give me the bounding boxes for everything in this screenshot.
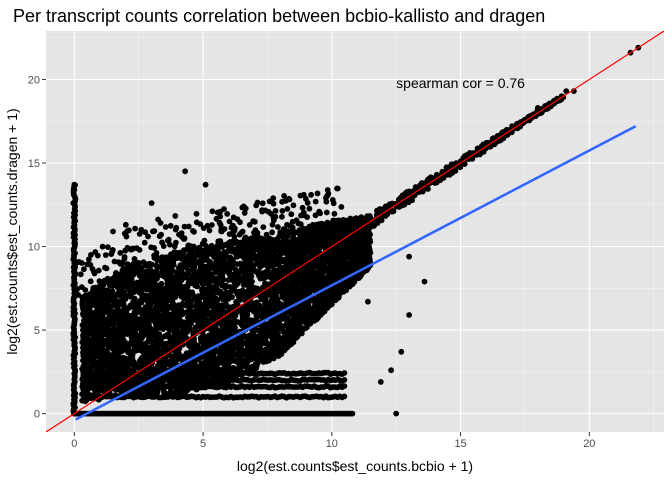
data-point (349, 410, 356, 417)
data-point (198, 324, 204, 331)
data-point (111, 366, 118, 373)
data-point (152, 319, 159, 326)
data-point (236, 293, 242, 299)
data-point (202, 359, 209, 365)
data-point (308, 307, 314, 313)
data-point (283, 244, 290, 251)
data-point (341, 377, 348, 383)
data-point (147, 330, 154, 337)
data-point (149, 283, 155, 290)
data-point (310, 234, 316, 241)
data-point (298, 317, 305, 324)
data-point (153, 304, 159, 311)
data-point (183, 350, 190, 357)
data-point (91, 383, 98, 390)
data-point (255, 260, 261, 267)
data-point (170, 274, 177, 281)
data-point (233, 253, 240, 260)
data-point (183, 274, 189, 281)
data-point (212, 269, 219, 276)
data-point (169, 324, 176, 331)
data-point (341, 383, 348, 389)
chart-title: Per transcript counts correlation betwee… (13, 6, 546, 26)
data-point (158, 334, 164, 341)
data-point (211, 294, 218, 301)
data-point (110, 296, 116, 303)
data-point (83, 369, 89, 376)
data-point (263, 357, 270, 364)
data-points (70, 44, 642, 417)
data-point (265, 267, 271, 274)
data-point (176, 275, 183, 282)
data-point (263, 351, 269, 357)
data-point (246, 350, 253, 357)
data-point (201, 255, 208, 262)
data-point (257, 328, 264, 334)
data-point (240, 246, 247, 253)
data-point (174, 281, 181, 288)
data-point (169, 284, 176, 290)
data-point (145, 278, 151, 285)
data-point (153, 282, 160, 288)
data-point (263, 231, 270, 238)
data-point (341, 393, 348, 400)
data-point (156, 381, 162, 388)
data-point (257, 355, 263, 362)
data-point (207, 380, 214, 387)
data-point (194, 342, 201, 349)
data-point (187, 312, 194, 318)
data-point (276, 239, 283, 246)
data-point (168, 297, 175, 304)
data-point (233, 298, 240, 305)
data-point (220, 276, 227, 283)
data-point (341, 370, 348, 376)
data-point (92, 321, 99, 328)
data-point (202, 286, 209, 293)
data-point (253, 365, 260, 372)
data-point (181, 247, 187, 254)
data-point (293, 292, 300, 298)
data-point (208, 276, 215, 282)
data-point (231, 287, 238, 294)
data-point (168, 289, 175, 295)
data-point (79, 391, 85, 398)
data-point (273, 301, 280, 308)
data-point (123, 324, 129, 331)
data-point (239, 287, 246, 294)
data-point (171, 359, 178, 366)
data-point (186, 290, 193, 297)
data-point (115, 277, 122, 284)
data-point (253, 242, 260, 249)
data-point (102, 363, 108, 370)
data-point (161, 390, 168, 396)
data-point (169, 353, 176, 360)
data-point (129, 356, 136, 363)
data-point (97, 383, 104, 390)
data-point (159, 293, 166, 300)
data-point (334, 247, 341, 254)
data-point (152, 333, 158, 340)
data-point (120, 266, 127, 272)
data-point (285, 321, 292, 328)
data-point (87, 395, 94, 402)
data-point (258, 347, 265, 354)
data-point (87, 385, 93, 391)
data-point (120, 302, 127, 309)
data-point (198, 303, 204, 309)
data-point (198, 377, 205, 384)
data-point (265, 343, 272, 350)
data-point (191, 275, 198, 282)
